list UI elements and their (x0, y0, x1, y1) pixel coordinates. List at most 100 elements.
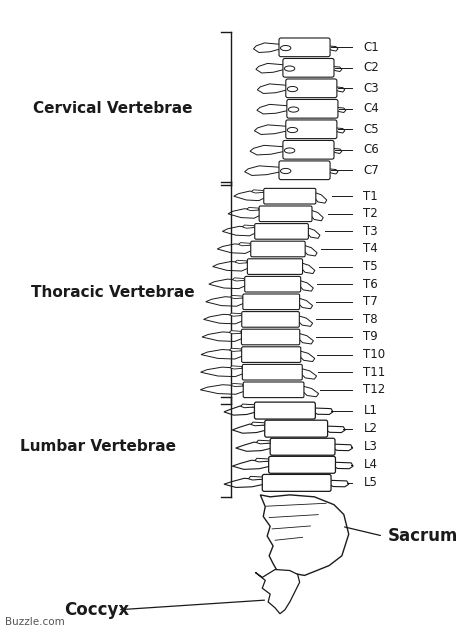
Polygon shape (201, 349, 243, 359)
Text: T5: T5 (364, 260, 378, 273)
Polygon shape (328, 169, 338, 174)
Polygon shape (248, 476, 262, 480)
Text: Sacrum: Sacrum (388, 527, 458, 545)
Polygon shape (333, 444, 353, 451)
Text: T8: T8 (364, 313, 378, 326)
Polygon shape (250, 146, 285, 155)
Polygon shape (299, 351, 315, 362)
Polygon shape (314, 192, 327, 203)
Polygon shape (307, 228, 320, 238)
Text: C3: C3 (364, 82, 379, 95)
FancyBboxPatch shape (286, 79, 337, 97)
Polygon shape (255, 570, 300, 613)
Polygon shape (230, 366, 242, 369)
Polygon shape (298, 315, 313, 326)
FancyBboxPatch shape (245, 276, 301, 292)
Ellipse shape (287, 128, 298, 133)
Polygon shape (326, 426, 345, 433)
FancyBboxPatch shape (243, 382, 304, 397)
Polygon shape (299, 280, 313, 291)
Text: L4: L4 (364, 458, 377, 471)
FancyBboxPatch shape (241, 329, 300, 345)
Text: T1: T1 (364, 190, 378, 203)
Polygon shape (334, 462, 353, 469)
Polygon shape (252, 190, 263, 193)
Polygon shape (335, 128, 345, 133)
Text: T10: T10 (364, 348, 386, 361)
Text: C5: C5 (364, 123, 379, 136)
Text: T6: T6 (364, 278, 378, 291)
Polygon shape (256, 63, 285, 73)
FancyBboxPatch shape (270, 438, 335, 455)
FancyBboxPatch shape (255, 224, 309, 239)
Polygon shape (234, 191, 265, 201)
FancyBboxPatch shape (279, 38, 330, 56)
Text: T7: T7 (364, 296, 378, 308)
Text: C2: C2 (364, 62, 379, 74)
FancyBboxPatch shape (242, 312, 299, 327)
Polygon shape (224, 478, 264, 487)
Text: Coccyx: Coccyx (64, 601, 129, 619)
Polygon shape (302, 386, 319, 397)
Text: C6: C6 (364, 144, 379, 156)
Polygon shape (247, 208, 259, 211)
FancyBboxPatch shape (259, 206, 312, 222)
Text: Buzzle.com: Buzzle.com (5, 617, 64, 626)
Ellipse shape (288, 107, 299, 112)
Polygon shape (255, 458, 269, 462)
FancyBboxPatch shape (283, 58, 334, 77)
Ellipse shape (284, 66, 295, 71)
Polygon shape (256, 440, 270, 444)
Polygon shape (298, 333, 313, 344)
Text: Lumbar Vertebrae: Lumbar Vertebrae (20, 439, 176, 454)
Polygon shape (251, 422, 265, 426)
Polygon shape (224, 406, 256, 415)
Polygon shape (201, 385, 245, 394)
FancyBboxPatch shape (265, 420, 328, 437)
Polygon shape (235, 260, 247, 263)
Polygon shape (257, 84, 288, 94)
Polygon shape (255, 125, 288, 135)
Text: T4: T4 (364, 242, 378, 256)
Polygon shape (228, 209, 261, 218)
Text: L1: L1 (364, 404, 377, 417)
Polygon shape (257, 104, 289, 114)
Text: L2: L2 (364, 422, 377, 435)
Ellipse shape (287, 87, 298, 92)
Polygon shape (301, 369, 317, 379)
Text: C1: C1 (364, 41, 379, 54)
Polygon shape (313, 408, 333, 415)
FancyBboxPatch shape (264, 188, 316, 204)
Polygon shape (236, 442, 272, 451)
Polygon shape (229, 348, 241, 351)
Polygon shape (202, 332, 243, 342)
Ellipse shape (281, 46, 291, 51)
Text: L5: L5 (364, 476, 377, 489)
FancyBboxPatch shape (283, 140, 334, 159)
Text: Thoracic Vertebrae: Thoracic Vertebrae (31, 285, 195, 301)
Ellipse shape (281, 169, 291, 174)
Polygon shape (232, 278, 244, 281)
Polygon shape (298, 298, 312, 309)
Polygon shape (301, 263, 315, 274)
Polygon shape (336, 107, 346, 112)
Text: T12: T12 (364, 383, 386, 396)
Text: Cervical Vertebrae: Cervical Vertebrae (33, 101, 193, 116)
Polygon shape (310, 210, 323, 221)
Polygon shape (335, 87, 345, 92)
Polygon shape (213, 262, 249, 271)
Polygon shape (260, 495, 349, 576)
Polygon shape (206, 297, 244, 306)
Polygon shape (209, 279, 246, 288)
Text: T3: T3 (364, 225, 378, 238)
Polygon shape (304, 246, 317, 256)
Polygon shape (241, 404, 255, 408)
Polygon shape (254, 43, 281, 53)
Polygon shape (332, 148, 342, 153)
FancyBboxPatch shape (286, 120, 337, 138)
Polygon shape (229, 331, 241, 334)
FancyBboxPatch shape (243, 294, 300, 310)
Text: L3: L3 (364, 440, 377, 453)
FancyBboxPatch shape (255, 402, 315, 419)
Polygon shape (230, 296, 242, 299)
